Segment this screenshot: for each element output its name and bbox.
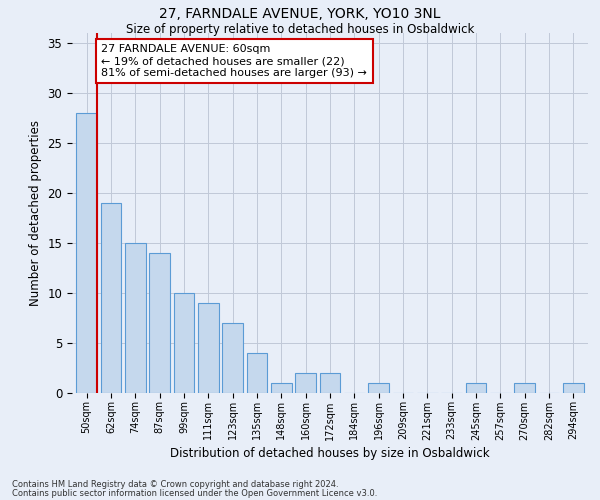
Bar: [198, 302, 218, 392]
Text: Size of property relative to detached houses in Osbaldwick: Size of property relative to detached ho…: [126, 22, 474, 36]
Text: Contains HM Land Registry data © Crown copyright and database right 2024.: Contains HM Land Registry data © Crown c…: [12, 480, 338, 489]
Bar: [320, 372, 340, 392]
Bar: [173, 292, 194, 392]
Bar: [514, 382, 535, 392]
Bar: [247, 352, 268, 393]
Y-axis label: Number of detached properties: Number of detached properties: [29, 120, 42, 306]
Text: 27 FARNDALE AVENUE: 60sqm
← 19% of detached houses are smaller (22)
81% of semi-: 27 FARNDALE AVENUE: 60sqm ← 19% of detac…: [101, 44, 367, 78]
Bar: [563, 382, 584, 392]
X-axis label: Distribution of detached houses by size in Osbaldwick: Distribution of detached houses by size …: [170, 446, 490, 460]
Bar: [125, 242, 146, 392]
Bar: [222, 322, 243, 392]
Text: 27, FARNDALE AVENUE, YORK, YO10 3NL: 27, FARNDALE AVENUE, YORK, YO10 3NL: [159, 8, 441, 22]
Text: Contains public sector information licensed under the Open Government Licence v3: Contains public sector information licen…: [12, 488, 377, 498]
Bar: [295, 372, 316, 392]
Bar: [466, 382, 487, 392]
Bar: [76, 112, 97, 392]
Bar: [368, 382, 389, 392]
Bar: [149, 252, 170, 392]
Bar: [271, 382, 292, 392]
Bar: [101, 202, 121, 392]
